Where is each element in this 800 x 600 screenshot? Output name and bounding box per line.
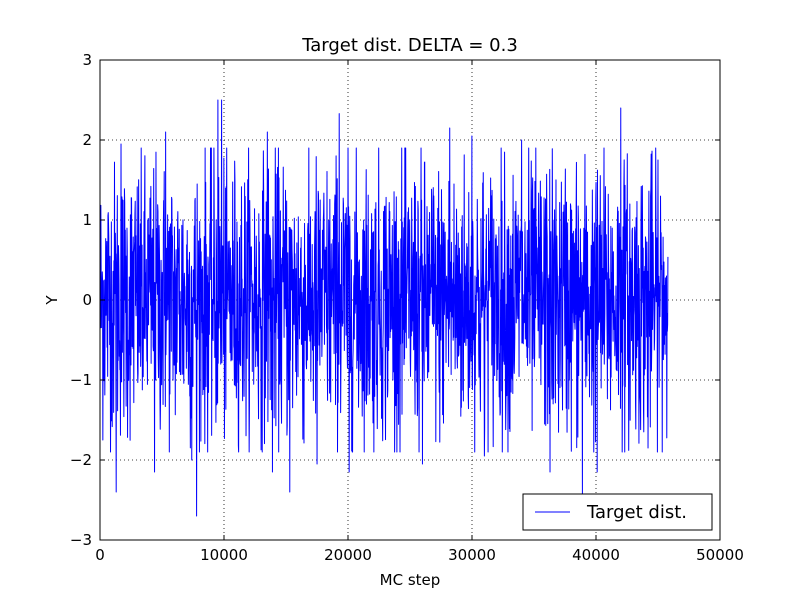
chart-title: Target dist. DELTA = 0.3: [301, 35, 518, 56]
x-tick-label: 30000: [448, 546, 496, 564]
x-tick-label: 50000: [696, 546, 744, 564]
y-tick-label: 0: [82, 291, 92, 309]
y-tick-label: 3: [82, 51, 92, 69]
x-axis-label: MC step: [380, 571, 441, 589]
y-axis-label: Y: [43, 295, 61, 306]
ticks: 0 10000 20000 30000 40000 50000 −3 −2 −1 0 1 2 3: [70, 51, 744, 564]
x-tick-label: 10000: [200, 546, 248, 564]
x-tick-label: 0: [95, 546, 105, 564]
plot-area: [99, 99, 669, 517]
y-tick-label: 1: [82, 211, 92, 229]
y-tick-label: −3: [70, 531, 92, 549]
series-line: [99, 99, 669, 517]
y-tick-label: 2: [82, 131, 92, 149]
y-tick-label: −1: [70, 371, 92, 389]
legend: Target dist.: [522, 493, 713, 531]
legend-label: Target dist.: [586, 502, 687, 523]
x-tick-label: 40000: [572, 546, 620, 564]
x-tick-label: 20000: [324, 546, 372, 564]
y-tick-label: −2: [70, 451, 92, 469]
